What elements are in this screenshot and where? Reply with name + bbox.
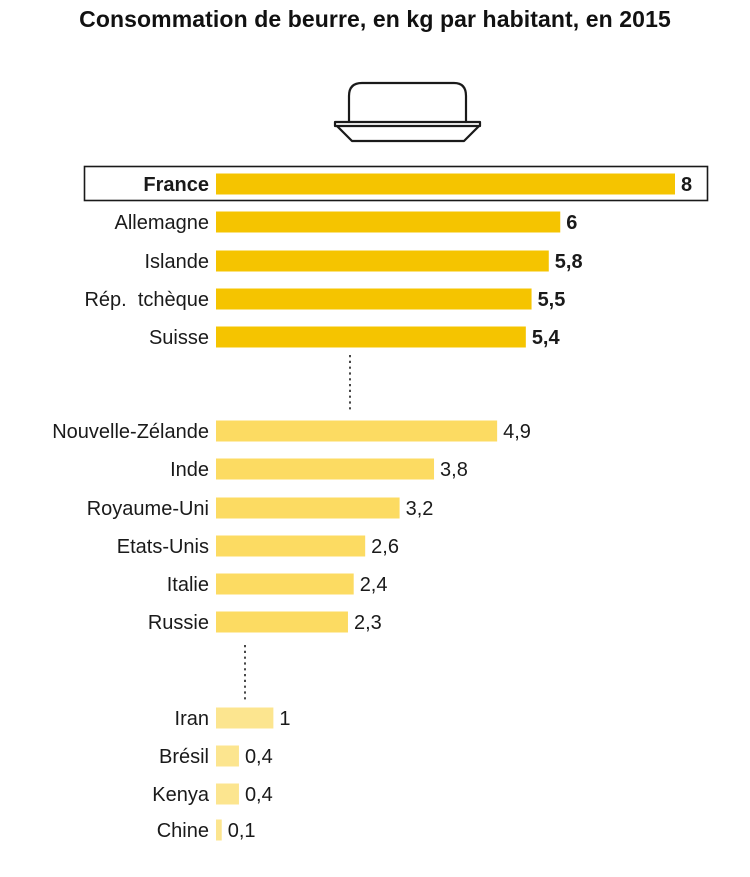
category-label: Italie [167, 574, 209, 596]
bar [216, 819, 222, 841]
category-label: Suisse [149, 327, 209, 349]
bar [216, 288, 532, 310]
value-label: 5,8 [555, 251, 583, 273]
chart-title: Consommation de beurre, en kg par habita… [79, 6, 671, 32]
value-label: 5,4 [532, 327, 561, 349]
category-label: Etats-Unis [117, 536, 209, 558]
value-label: 2,4 [360, 574, 388, 596]
category-label: Royaume-Uni [87, 498, 209, 520]
bar [216, 783, 239, 805]
bar [216, 611, 348, 633]
bar [216, 420, 498, 442]
bar [216, 535, 366, 557]
value-label: 3,2 [406, 498, 434, 520]
value-label: 3,8 [440, 459, 468, 481]
bar [216, 173, 675, 195]
value-label: 4,9 [503, 421, 531, 443]
bar [216, 458, 435, 480]
value-label: 2,3 [354, 612, 382, 634]
category-label: Nouvelle-Zélande [52, 421, 209, 443]
bar [216, 326, 526, 348]
bar [216, 745, 239, 767]
value-label: 6 [566, 212, 577, 234]
butter-dish-icon [333, 81, 482, 143]
value-label: 1 [279, 708, 290, 730]
bar [216, 250, 549, 272]
category-label: Russie [148, 612, 209, 634]
category-label: Kenya [152, 784, 210, 806]
category-label: Allemagne [114, 212, 209, 234]
category-label: Inde [170, 459, 209, 481]
value-label: 0,4 [245, 784, 273, 806]
value-label: 0,4 [245, 746, 273, 768]
value-label: 0,1 [228, 820, 256, 842]
bar [216, 573, 354, 595]
bar [216, 497, 400, 519]
value-label: 8 [681, 174, 692, 196]
value-label: 5,5 [538, 289, 566, 311]
bar [216, 707, 274, 729]
highlight-box-france [83, 165, 709, 202]
bar [216, 211, 561, 233]
category-label: France [143, 174, 209, 196]
bars-layer: France 8 Allemagne 6 Islande 5,8 Rép. tchèque 5… [52, 173, 692, 842]
category-label: Rép. tchèque [84, 289, 209, 311]
category-label: Brésil [159, 746, 209, 768]
category-label: Iran [175, 708, 209, 730]
value-label: 2,6 [371, 536, 399, 558]
category-label: Chine [157, 820, 209, 842]
category-label: Islande [145, 251, 210, 273]
